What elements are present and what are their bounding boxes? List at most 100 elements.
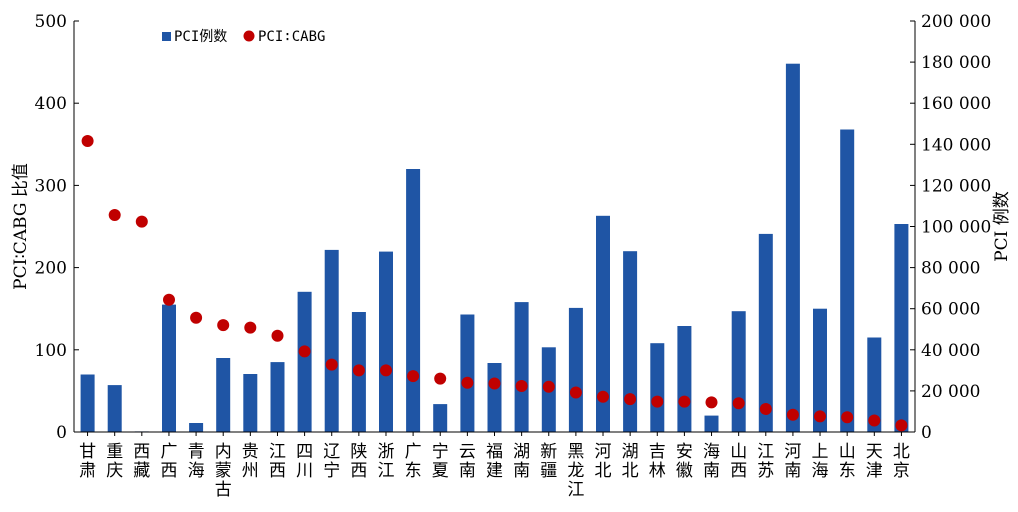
right-tick-label: 160 000	[921, 94, 991, 114]
bar	[650, 343, 665, 432]
dot-series	[81, 135, 908, 432]
data-point	[569, 386, 582, 399]
category-label: 四川	[296, 442, 313, 481]
legend-dot-swatch	[243, 30, 255, 42]
data-point	[895, 419, 908, 432]
category-label: 新疆	[540, 442, 557, 481]
data-point	[732, 397, 745, 410]
category-label: 湖南	[513, 442, 530, 481]
data-point	[244, 321, 257, 334]
bar	[894, 224, 909, 432]
right-tick-label: 40 000	[921, 341, 980, 361]
bar	[785, 63, 800, 432]
bar	[704, 415, 719, 432]
bar	[487, 363, 502, 432]
category-label: 北京	[893, 442, 910, 481]
data-point	[786, 408, 799, 421]
right-tick-label: 200 000	[921, 12, 991, 32]
data-point	[298, 345, 311, 358]
category-label: 山西	[730, 442, 747, 481]
bar	[406, 169, 421, 432]
data-point	[841, 411, 854, 424]
left-tick-label: 400	[35, 94, 67, 114]
category-label: 天津	[866, 442, 883, 481]
bar	[623, 251, 638, 432]
category-label: 黑龙江	[567, 442, 584, 500]
data-point	[461, 376, 474, 389]
data-point	[678, 395, 691, 408]
category-label: 浙江	[378, 442, 395, 481]
data-point	[108, 209, 121, 221]
bar	[162, 304, 176, 432]
left-tick-label: 500	[35, 12, 67, 32]
data-point	[488, 377, 501, 390]
right-tick-label: 20 000	[921, 382, 980, 402]
category-label: 江西	[269, 442, 286, 481]
category-label: 云南	[459, 442, 476, 481]
bar	[216, 358, 231, 432]
category-label: 安徽	[676, 442, 693, 481]
data-point	[407, 370, 420, 383]
legend-bar-swatch	[162, 32, 171, 41]
category-label: 宁夏	[432, 442, 449, 481]
right-tick-label: 80 000	[921, 259, 980, 279]
category-label: 上海	[812, 442, 829, 481]
data-point	[271, 329, 284, 342]
data-point	[217, 319, 230, 332]
bar-series	[80, 63, 909, 432]
bar	[297, 291, 312, 432]
data-point	[352, 364, 365, 377]
bar	[189, 423, 204, 432]
bar	[813, 308, 827, 432]
bar	[867, 337, 882, 432]
data-point	[814, 410, 826, 423]
data-point	[190, 311, 203, 324]
data-point	[868, 414, 881, 427]
data-point	[542, 380, 555, 393]
right-tick-label: 180 000	[921, 53, 991, 73]
left-tick-label: 200	[35, 259, 67, 279]
bar	[514, 302, 529, 432]
right-tick-label: 100 000	[921, 218, 991, 238]
category-label: 吉林	[649, 442, 666, 481]
data-point	[651, 395, 664, 408]
legend: PCI例数 PCI∶CABG	[162, 29, 325, 45]
category-label: 广西	[161, 442, 178, 481]
data-point	[81, 135, 94, 147]
category-label: 内蒙古	[215, 442, 232, 500]
data-point	[705, 396, 718, 409]
data-point	[434, 372, 447, 385]
category-label: 福建	[486, 442, 503, 481]
right-axis-title: PCI 例数	[992, 191, 1012, 262]
category-label: 江苏	[757, 442, 774, 481]
category-label: 贵州	[242, 442, 259, 481]
bar	[568, 307, 583, 432]
axes: 0 100 200 300 400 500 0 20 000 40 000 60 000 80 00…	[35, 12, 992, 500]
right-tick-label: 140 000	[921, 135, 991, 155]
data-point	[597, 390, 609, 403]
bar	[840, 129, 855, 432]
bar	[460, 314, 475, 432]
category-label: 广东	[405, 442, 422, 481]
left-tick-label: 100	[35, 341, 67, 361]
bar	[677, 326, 692, 432]
category-label: 西藏	[133, 442, 150, 481]
category-label: 青海	[188, 442, 205, 481]
data-point	[163, 293, 175, 306]
bar	[731, 311, 746, 432]
data-point	[380, 364, 392, 377]
category-label: 河北	[595, 442, 612, 481]
category-label: 海南	[703, 442, 720, 481]
category-label: 山东	[839, 442, 856, 481]
legend-bar-label: PCI例数	[174, 29, 227, 45]
bar	[596, 215, 610, 432]
left-tick-label: 300	[35, 176, 67, 196]
data-point	[515, 380, 528, 392]
bar	[379, 251, 393, 432]
category-label: 河南	[784, 442, 801, 481]
bar	[270, 362, 285, 432]
category-label: 湖北	[622, 442, 639, 481]
right-tick-label: 0	[921, 423, 932, 443]
